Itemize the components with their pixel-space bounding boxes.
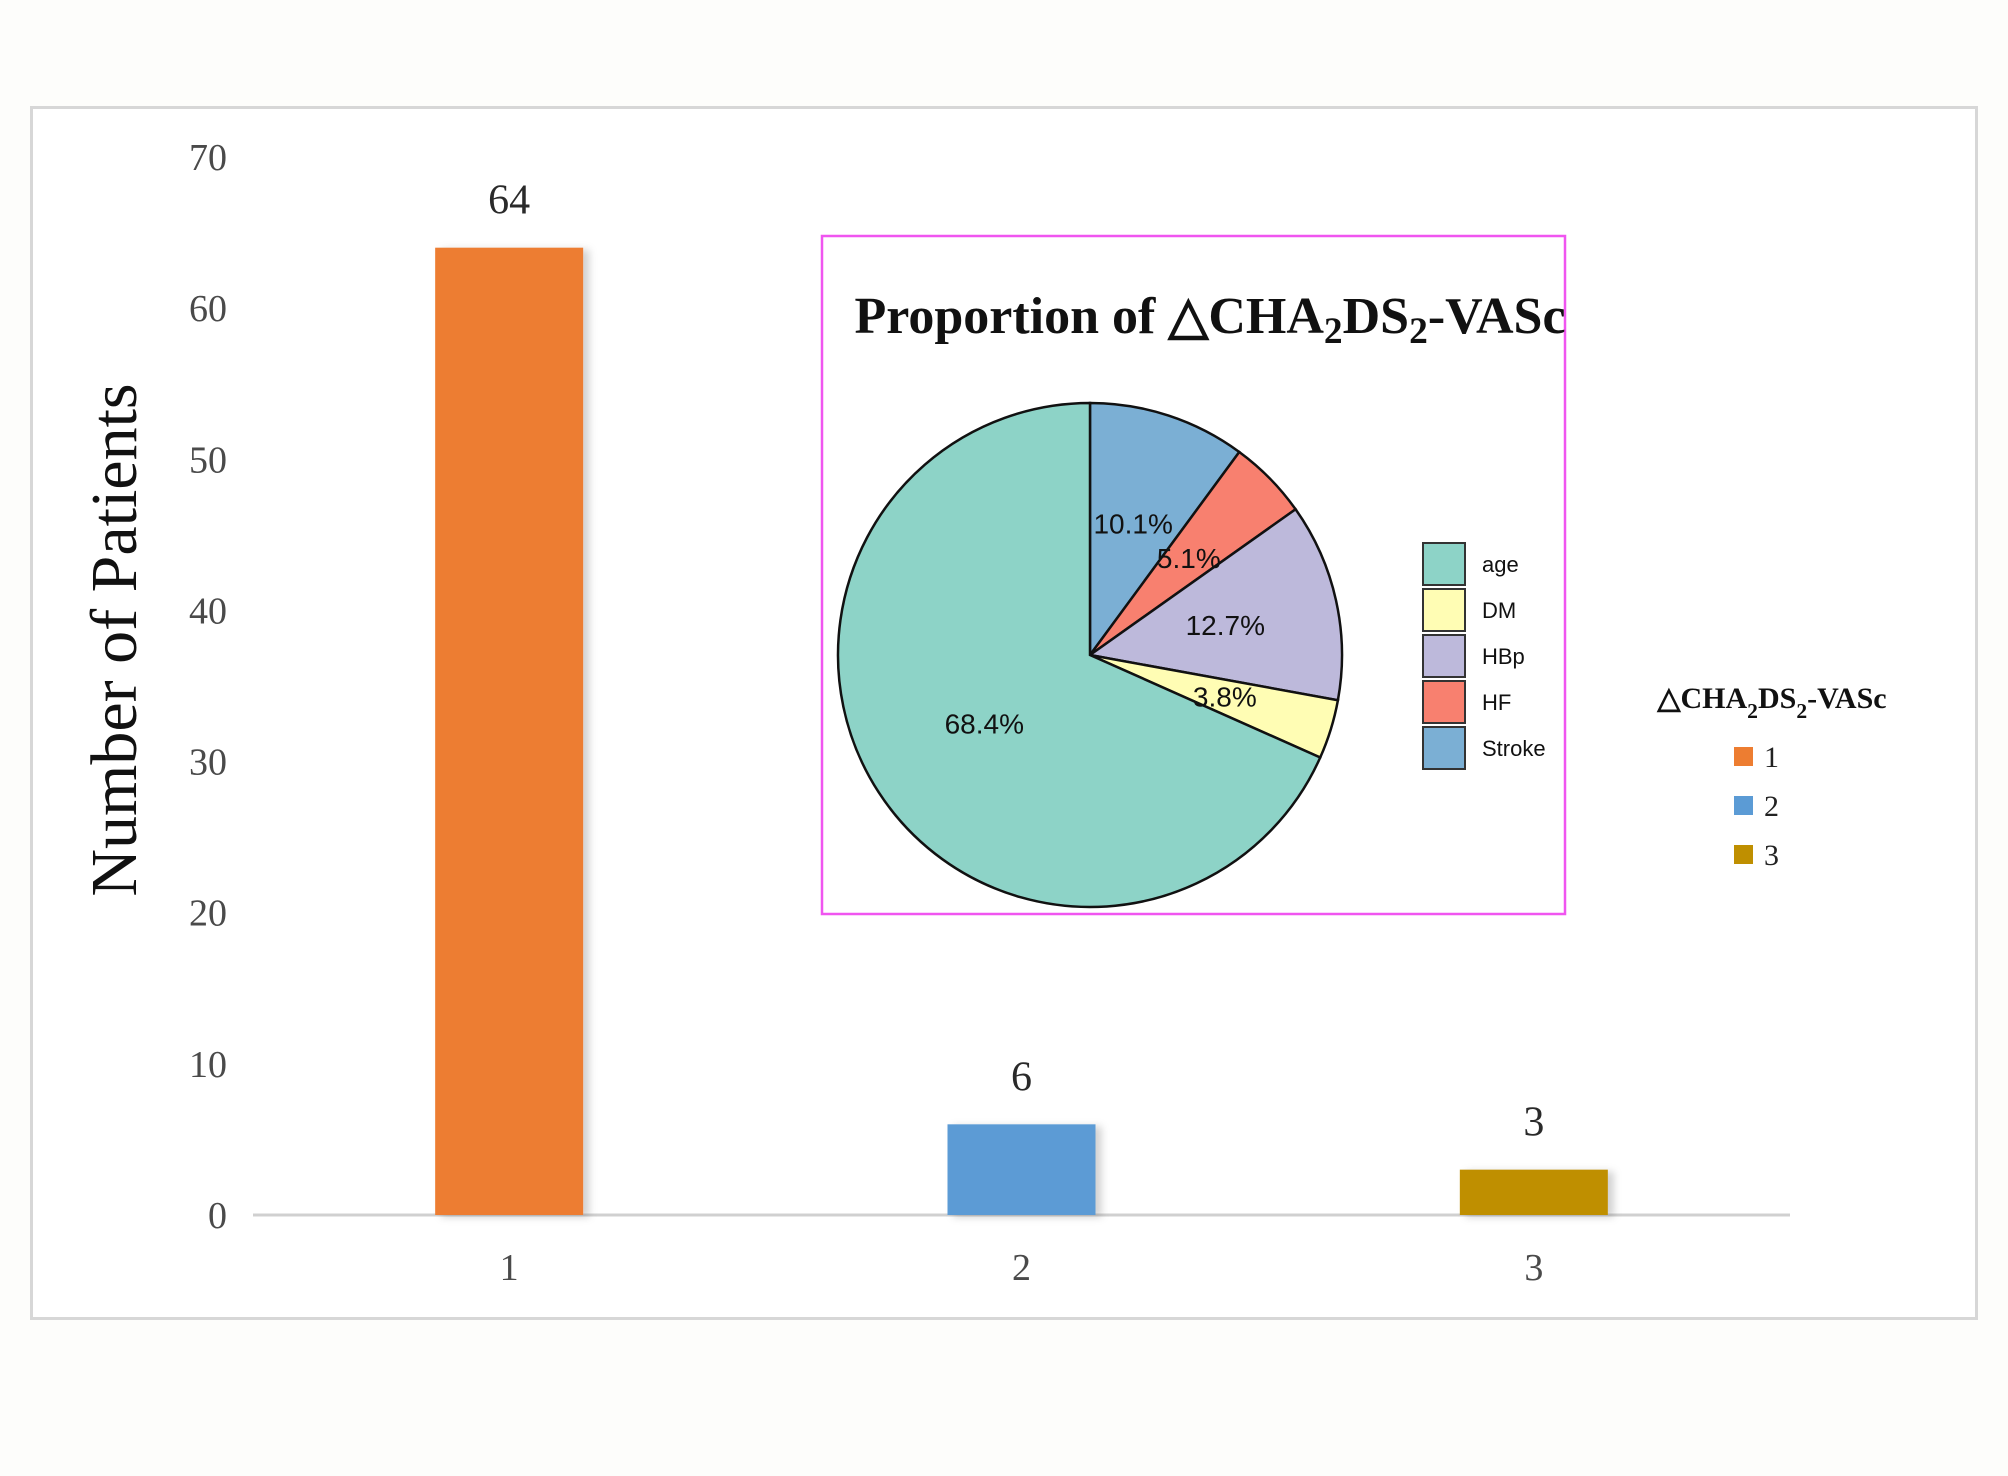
legend-label-2: 2 <box>1764 790 1779 823</box>
pie-legend-swatch-age <box>1422 542 1466 586</box>
title-part: 2 <box>1409 311 1428 352</box>
title-part: 2 <box>1324 311 1343 352</box>
pie-legend-label-HBp: HBp <box>1482 644 1525 669</box>
pie-slice-HBp <box>1086 507 1344 702</box>
pie-legend-label-Stroke: Stroke <box>1482 736 1546 761</box>
pie-legend-swatch-DM <box>1422 588 1466 632</box>
title-part: 2 <box>1747 699 1758 723</box>
bar-3 <box>1459 1169 1608 1215</box>
data-label-1: 64 <box>488 178 530 224</box>
pie-label-Stroke: 10.1% <box>1093 508 1172 539</box>
pie-label-HF: 5.1% <box>1157 543 1221 574</box>
title-part: DS <box>1758 682 1796 715</box>
title-part: -VASc <box>1807 682 1886 715</box>
y-tick-label: 10 <box>189 1044 227 1086</box>
bar-1 <box>435 247 584 1215</box>
pie-label-HBp: 12.7% <box>1186 610 1265 641</box>
y-tick-label: 40 <box>189 590 227 632</box>
pie-legend-swatch-HBp <box>1422 634 1466 678</box>
legend-swatch-3 <box>1734 845 1753 864</box>
pie-title: Proportion of △CHA2DS2-VASc <box>854 288 1565 352</box>
title-part: Proportion of △CHA <box>854 288 1324 345</box>
x-tick-label: 2 <box>1012 1247 1031 1289</box>
y-tick-label: 0 <box>208 1195 227 1237</box>
y-axis-title: Number of Patients <box>78 383 151 896</box>
data-label-2: 6 <box>1011 1054 1032 1100</box>
pie-legend-label-age: age <box>1482 552 1519 577</box>
pie-inset: Proportion of △CHA2DS2-VASc10.1%5.1%12.7… <box>820 234 1567 916</box>
bar-2 <box>947 1124 1096 1215</box>
legend-label-1: 1 <box>1764 741 1779 774</box>
x-tick-label: 3 <box>1524 1247 1543 1289</box>
y-tick-label: 20 <box>189 893 227 935</box>
pie-slice-age <box>836 401 1322 909</box>
y-tick-label: 70 <box>189 137 227 179</box>
title-part: DS <box>1343 288 1409 345</box>
y-tick-label: 50 <box>189 439 227 481</box>
y-tick-label: 60 <box>189 288 227 330</box>
pie-slice-Stroke <box>1088 401 1242 659</box>
pie-legend-swatch-HF <box>1422 680 1466 724</box>
legend-swatch-1 <box>1734 747 1753 766</box>
title-part: 2 <box>1796 699 1807 723</box>
pie-legend-label-HF: HF <box>1482 690 1511 715</box>
legend-swatch-2 <box>1734 796 1753 815</box>
title-part: -VASc <box>1428 288 1566 345</box>
legend-label-3: 3 <box>1764 839 1779 872</box>
title-part: △CHA <box>1656 682 1747 715</box>
bar-legend-title: △CHA2DS2-VASc <box>1656 682 1886 723</box>
x-tick-label: 1 <box>500 1247 519 1289</box>
pie-label-DM: 3.8% <box>1193 682 1257 713</box>
pie-label-age: 68.4% <box>945 709 1024 740</box>
data-label-3: 3 <box>1523 1100 1544 1146</box>
pie-legend-swatch-Stroke <box>1422 726 1466 770</box>
y-tick-label: 30 <box>189 742 227 784</box>
pie-legend-label-DM: DM <box>1482 598 1516 623</box>
